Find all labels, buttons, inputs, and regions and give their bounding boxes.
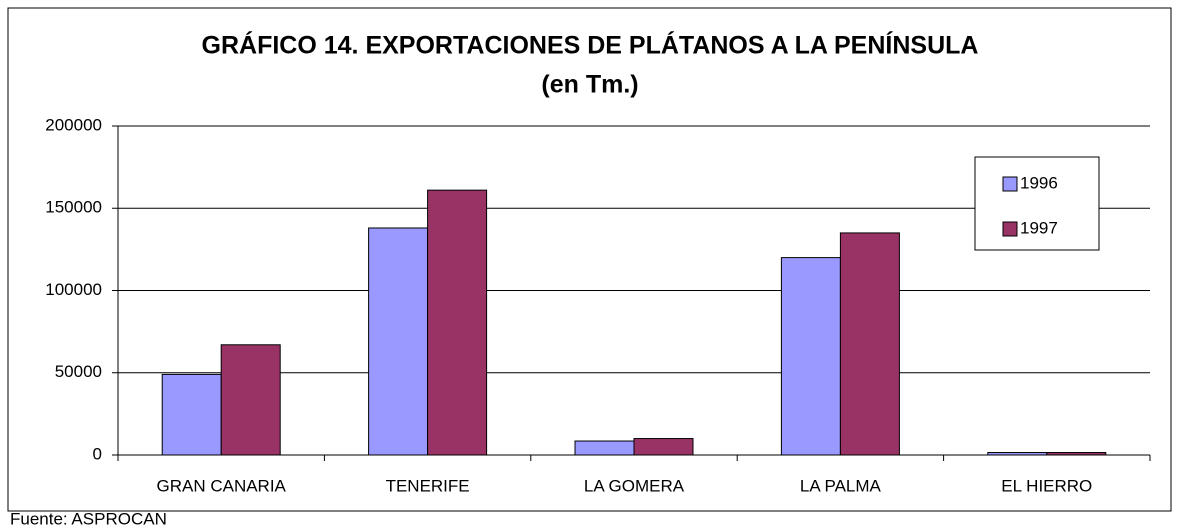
chart-title: GRÁFICO 14. EXPORTACIONES DE PLÁTANOS A … [202, 31, 979, 60]
legend-swatch [1002, 221, 1018, 237]
source-note: Fuente: ASPROCAN [10, 509, 167, 528]
x-tick-label: LA PALMA [800, 476, 882, 495]
legend-label: 1996 [1020, 173, 1058, 192]
bar [368, 227, 429, 456]
bar [839, 232, 900, 456]
bar [161, 373, 222, 456]
legend-box [974, 156, 1100, 251]
y-tick-label: 150000 [45, 198, 102, 217]
legend-label: 1997 [1020, 218, 1058, 237]
x-tick-label: LA GOMERA [584, 476, 685, 495]
legend-swatch [1002, 176, 1018, 192]
y-tick-label: 0 [93, 444, 102, 463]
chart-frame [7, 7, 1172, 512]
x-tick-label: EL HIERRO [1001, 476, 1092, 495]
y-tick-label: 100000 [45, 280, 102, 299]
bar [427, 189, 488, 456]
x-tick-label: GRAN CANARIA [156, 476, 286, 495]
bar [633, 438, 694, 456]
y-tick-label: 50000 [55, 362, 102, 381]
bar [574, 440, 635, 456]
bar [220, 344, 281, 456]
y-tick-label: 200000 [45, 115, 102, 134]
bar [780, 257, 841, 456]
x-tick-label: TENERIFE [386, 476, 470, 495]
chart-subtitle: (en Tm.) [541, 71, 638, 99]
